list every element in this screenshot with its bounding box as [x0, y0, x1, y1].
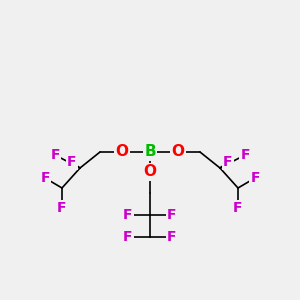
- Text: F: F: [240, 148, 250, 162]
- Text: F: F: [123, 230, 133, 244]
- Text: F: F: [123, 208, 133, 222]
- Text: F: F: [167, 230, 177, 244]
- Text: F: F: [40, 171, 50, 185]
- Text: F: F: [250, 171, 260, 185]
- Text: F: F: [223, 155, 233, 169]
- Text: O: O: [143, 164, 157, 179]
- Text: F: F: [233, 201, 243, 215]
- Text: F: F: [50, 148, 60, 162]
- Text: B: B: [144, 145, 156, 160]
- Text: O: O: [116, 145, 128, 160]
- Text: O: O: [172, 145, 184, 160]
- Text: F: F: [57, 201, 67, 215]
- Text: F: F: [67, 155, 77, 169]
- Text: F: F: [167, 208, 177, 222]
